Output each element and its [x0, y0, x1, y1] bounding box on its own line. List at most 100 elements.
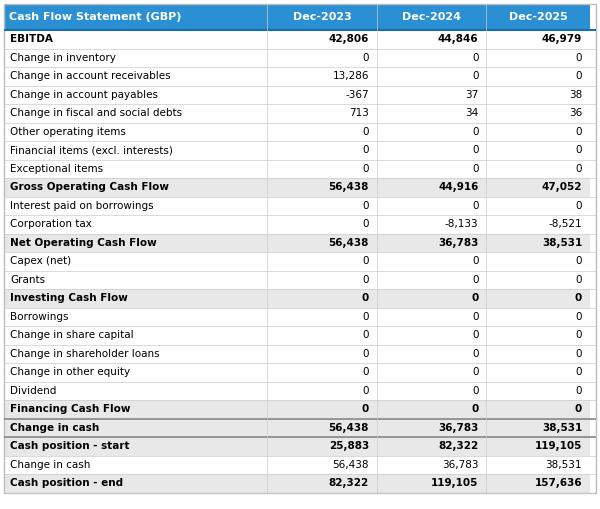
Bar — [377, 382, 487, 400]
Text: 0: 0 — [472, 367, 478, 377]
Text: 0: 0 — [362, 53, 369, 63]
Text: Gross Operating Cash Flow: Gross Operating Cash Flow — [10, 182, 169, 192]
Bar — [487, 178, 590, 196]
Text: Other operating items: Other operating items — [10, 127, 126, 137]
Bar — [268, 48, 377, 67]
Bar — [377, 437, 487, 456]
Bar — [487, 4, 590, 30]
Bar — [487, 123, 590, 141]
Bar — [268, 474, 377, 493]
Bar — [487, 104, 590, 123]
Text: 0: 0 — [362, 386, 369, 396]
Bar — [268, 196, 377, 215]
Bar — [487, 215, 590, 234]
Bar — [268, 4, 377, 30]
Text: 0: 0 — [575, 330, 582, 340]
Bar — [377, 456, 487, 474]
Text: -367: -367 — [346, 90, 369, 100]
Text: 0: 0 — [362, 367, 369, 377]
Text: Financial items (excl. interests): Financial items (excl. interests) — [10, 145, 173, 155]
Text: Borrowings: Borrowings — [10, 312, 68, 322]
Bar — [4, 363, 268, 382]
Bar — [268, 252, 377, 270]
Bar — [4, 382, 268, 400]
Bar — [268, 270, 377, 289]
Text: 0: 0 — [472, 164, 478, 174]
Text: 38,531: 38,531 — [545, 460, 582, 470]
Text: 0: 0 — [472, 386, 478, 396]
Bar — [268, 418, 377, 437]
Bar — [487, 326, 590, 345]
Text: -8,133: -8,133 — [445, 219, 478, 229]
Bar — [268, 345, 377, 363]
Text: 0: 0 — [472, 127, 478, 137]
Text: 0: 0 — [472, 349, 478, 359]
Text: 47,052: 47,052 — [542, 182, 582, 192]
Text: 34: 34 — [465, 108, 478, 118]
Bar — [377, 289, 487, 307]
Bar — [487, 382, 590, 400]
Bar — [487, 48, 590, 67]
Text: Capex (net): Capex (net) — [10, 256, 71, 266]
Text: 42,806: 42,806 — [329, 34, 369, 44]
Bar — [377, 326, 487, 345]
Bar — [487, 363, 590, 382]
Bar — [4, 86, 268, 104]
Text: 44,846: 44,846 — [438, 34, 478, 44]
Text: 119,105: 119,105 — [431, 478, 478, 488]
Text: 119,105: 119,105 — [535, 441, 582, 451]
Bar — [377, 30, 487, 48]
Bar — [487, 400, 590, 418]
Text: 0: 0 — [362, 312, 369, 322]
Bar — [268, 456, 377, 474]
Text: 0: 0 — [575, 312, 582, 322]
Bar — [377, 86, 487, 104]
Bar — [377, 67, 487, 86]
Text: 0: 0 — [472, 275, 478, 285]
Text: Change in cash: Change in cash — [10, 460, 91, 470]
Bar — [4, 326, 268, 345]
Bar — [377, 48, 487, 67]
Bar — [4, 437, 268, 456]
Text: Net Operating Cash Flow: Net Operating Cash Flow — [10, 238, 157, 248]
Bar — [377, 252, 487, 270]
Text: 25,883: 25,883 — [329, 441, 369, 451]
Text: Change in fiscal and social debts: Change in fiscal and social debts — [10, 108, 182, 118]
Text: 0: 0 — [362, 275, 369, 285]
Bar — [487, 67, 590, 86]
Text: 713: 713 — [349, 108, 369, 118]
Bar — [4, 196, 268, 215]
Bar — [377, 159, 487, 178]
Bar — [268, 382, 377, 400]
Bar — [377, 215, 487, 234]
Text: 56,438: 56,438 — [329, 238, 369, 248]
Text: Interest paid on borrowings: Interest paid on borrowings — [10, 201, 154, 211]
Text: Change in shareholder loans: Change in shareholder loans — [10, 349, 160, 359]
Text: 0: 0 — [575, 71, 582, 81]
Bar — [487, 252, 590, 270]
Bar — [4, 4, 268, 30]
Bar — [377, 363, 487, 382]
Bar — [4, 418, 268, 437]
Bar — [377, 4, 487, 30]
Bar — [377, 345, 487, 363]
Bar — [377, 141, 487, 159]
Bar — [377, 474, 487, 493]
Text: Cash Flow Statement (GBP): Cash Flow Statement (GBP) — [9, 12, 181, 22]
Bar — [487, 345, 590, 363]
Text: Change in account payables: Change in account payables — [10, 90, 158, 100]
Text: 0: 0 — [362, 330, 369, 340]
Bar — [487, 456, 590, 474]
Text: 46,979: 46,979 — [542, 34, 582, 44]
Text: Change in account receivables: Change in account receivables — [10, 71, 170, 81]
Text: 56,438: 56,438 — [329, 182, 369, 192]
Bar — [268, 363, 377, 382]
Bar — [4, 141, 268, 159]
Bar — [4, 234, 268, 252]
Text: 0: 0 — [575, 275, 582, 285]
Bar — [487, 474, 590, 493]
Bar — [268, 289, 377, 307]
Text: 0: 0 — [362, 145, 369, 155]
Bar — [487, 30, 590, 48]
Bar — [268, 104, 377, 123]
